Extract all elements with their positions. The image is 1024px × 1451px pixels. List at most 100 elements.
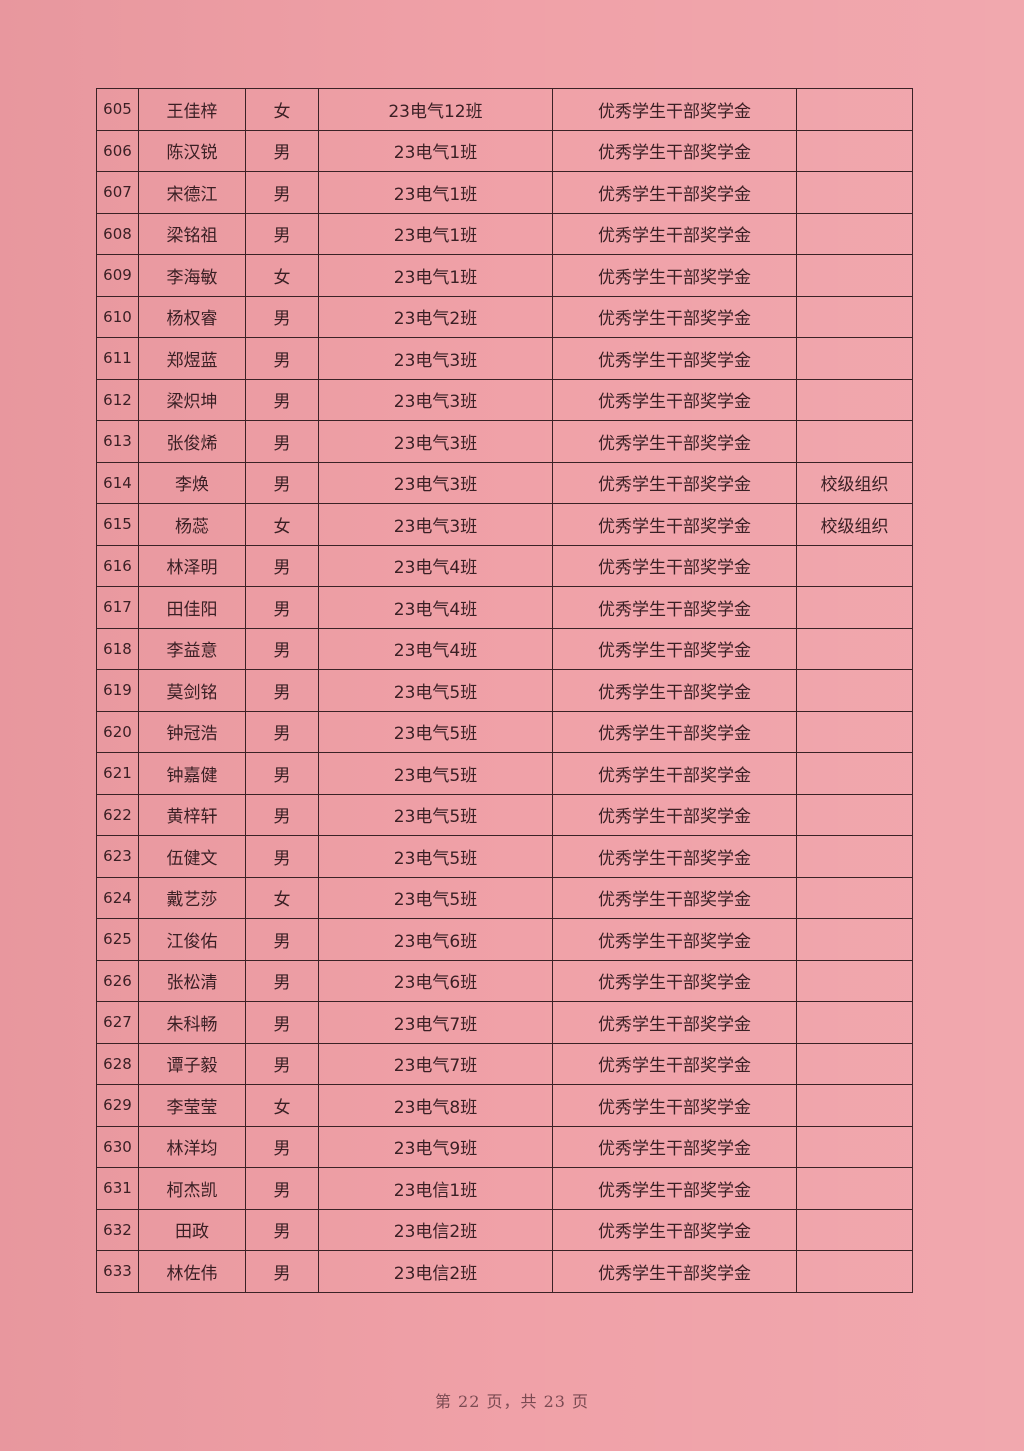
row-number-cell: 621 xyxy=(96,752,139,795)
table-row: 619 莫剑铭男 23电气5班 优秀学生干部奖学金 xyxy=(96,669,913,712)
table-row: 608 梁铭祖男 23电气1班 优秀学生干部奖学金 xyxy=(96,212,913,255)
class-name-cell: 23电气9班 xyxy=(318,1125,553,1168)
table-row: 613 张俊烯男 23电气3班 优秀学生干部奖学金 xyxy=(96,420,913,463)
gender-cell: 男 xyxy=(245,793,319,836)
student-name-cell: 李莹莹 xyxy=(138,1084,246,1127)
gender-cell: 女 xyxy=(245,88,319,131)
row-number-cell: 605 xyxy=(96,88,139,131)
remark-cell xyxy=(796,1125,913,1168)
row-number-cell: 618 xyxy=(96,627,139,670)
class-name-cell: 23电气7班 xyxy=(318,1001,553,1044)
class-name-cell: 23电气6班 xyxy=(318,918,553,961)
remark-cell xyxy=(796,586,913,629)
student-name-cell: 林佐伟 xyxy=(138,1250,246,1293)
gender-cell: 男 xyxy=(245,295,319,338)
class-name-cell: 23电气1班 xyxy=(318,254,553,297)
class-name-cell: 23电气7班 xyxy=(318,1042,553,1085)
page-number: 第 22 页，共 23 页 xyxy=(434,1392,590,1411)
remark-cell xyxy=(796,1208,913,1251)
table-row: 630 林洋均男 23电气9班 优秀学生干部奖学金 xyxy=(96,1125,913,1168)
class-name-cell: 23电气3班 xyxy=(318,337,553,380)
gender-cell: 男 xyxy=(245,1042,319,1085)
student-name-cell: 张松清 xyxy=(138,959,246,1002)
student-name-cell: 林洋均 xyxy=(138,1125,246,1168)
table-row: 623 伍健文男 23电气5班 优秀学生干部奖学金 xyxy=(96,835,913,878)
gender-cell: 男 xyxy=(245,710,319,753)
student-name-cell: 林泽明 xyxy=(138,544,246,587)
row-number-cell: 630 xyxy=(96,1125,139,1168)
student-name-cell: 王佳梓 xyxy=(138,88,246,131)
table-row: 617 田佳阳男 23电气4班 优秀学生干部奖学金 xyxy=(96,586,913,629)
row-number-cell: 623 xyxy=(96,835,139,878)
table-row: 625 江俊佑男 23电气6班 优秀学生干部奖学金 xyxy=(96,918,913,961)
award-name-cell: 优秀学生干部奖学金 xyxy=(552,1001,797,1044)
table-row: 615 杨蕊女 23电气3班 优秀学生干部奖学金 校级组织 xyxy=(96,503,913,546)
table-row: 622 黄梓轩男 23电气5班 优秀学生干部奖学金 xyxy=(96,793,913,836)
row-number-cell: 622 xyxy=(96,793,139,836)
row-number-cell: 626 xyxy=(96,959,139,1002)
row-number-cell: 627 xyxy=(96,1001,139,1044)
student-name-cell: 黄梓轩 xyxy=(138,793,246,836)
award-name-cell: 优秀学生干部奖学金 xyxy=(552,129,797,172)
table-row: 626 张松清男 23电气6班 优秀学生干部奖学金 xyxy=(96,959,913,1002)
remark-cell xyxy=(796,1167,913,1210)
table-row: 612 梁炽坤男 23电气3班 优秀学生干部奖学金 xyxy=(96,378,913,421)
row-number-cell: 628 xyxy=(96,1042,139,1085)
award-name-cell: 优秀学生干部奖学金 xyxy=(552,171,797,214)
gender-cell: 男 xyxy=(245,337,319,380)
class-name-cell: 23电气3班 xyxy=(318,461,553,504)
gender-cell: 男 xyxy=(245,378,319,421)
student-name-cell: 钟嘉健 xyxy=(138,752,246,795)
class-name-cell: 23电气5班 xyxy=(318,793,553,836)
remark-cell xyxy=(796,254,913,297)
table-row: 633 林佐伟男 23电信2班 优秀学生干部奖学金 xyxy=(96,1250,913,1293)
award-name-cell: 优秀学生干部奖学金 xyxy=(552,959,797,1002)
row-number-cell: 615 xyxy=(96,503,139,546)
remark-cell xyxy=(796,876,913,919)
row-number-cell: 619 xyxy=(96,669,139,712)
award-name-cell: 优秀学生干部奖学金 xyxy=(552,420,797,463)
class-name-cell: 23电气5班 xyxy=(318,710,553,753)
award-name-cell: 优秀学生干部奖学金 xyxy=(552,1208,797,1251)
table-row: 611 郑煜蓝男 23电气3班 优秀学生干部奖学金 xyxy=(96,337,913,380)
remark-cell xyxy=(796,793,913,836)
student-name-cell: 郑煜蓝 xyxy=(138,337,246,380)
row-number-cell: 631 xyxy=(96,1167,139,1210)
class-name-cell: 23电气1班 xyxy=(318,171,553,214)
gender-cell: 男 xyxy=(245,1167,319,1210)
class-name-cell: 23电气8班 xyxy=(318,1084,553,1127)
remark-cell xyxy=(796,959,913,1002)
row-number-cell: 629 xyxy=(96,1084,139,1127)
student-name-cell: 梁炽坤 xyxy=(138,378,246,421)
remark-cell xyxy=(796,129,913,172)
gender-cell: 男 xyxy=(245,171,319,214)
student-name-cell: 李益意 xyxy=(138,627,246,670)
student-name-cell: 戴艺莎 xyxy=(138,876,246,919)
remark-cell xyxy=(796,295,913,338)
award-name-cell: 优秀学生干部奖学金 xyxy=(552,586,797,629)
row-number-cell: 617 xyxy=(96,586,139,629)
award-name-cell: 优秀学生干部奖学金 xyxy=(552,1125,797,1168)
student-name-cell: 田佳阳 xyxy=(138,586,246,629)
class-name-cell: 23电信2班 xyxy=(318,1208,553,1251)
gender-cell: 男 xyxy=(245,420,319,463)
remark-cell xyxy=(796,918,913,961)
gender-cell: 男 xyxy=(245,752,319,795)
class-name-cell: 23电气3班 xyxy=(318,503,553,546)
class-name-cell: 23电气5班 xyxy=(318,835,553,878)
gender-cell: 女 xyxy=(245,254,319,297)
row-number-cell: 620 xyxy=(96,710,139,753)
scholarship-table: 605 王佳梓女 23电气12班 优秀学生干部奖学金 606 陈汉锐男 23电气1班 优秀学生… xyxy=(96,88,913,1293)
award-name-cell: 优秀学生干部奖学金 xyxy=(552,752,797,795)
remark-cell xyxy=(796,171,913,214)
table-row: 607 宋德江男 23电气1班 优秀学生干部奖学金 xyxy=(96,171,913,214)
award-name-cell: 优秀学生干部奖学金 xyxy=(552,461,797,504)
remark-cell xyxy=(796,835,913,878)
class-name-cell: 23电气12班 xyxy=(318,88,553,131)
award-name-cell: 优秀学生干部奖学金 xyxy=(552,212,797,255)
class-name-cell: 23电气6班 xyxy=(318,959,553,1002)
gender-cell: 男 xyxy=(245,544,319,587)
award-name-cell: 优秀学生干部奖学金 xyxy=(552,835,797,878)
student-name-cell: 伍健文 xyxy=(138,835,246,878)
award-name-cell: 优秀学生干部奖学金 xyxy=(552,793,797,836)
